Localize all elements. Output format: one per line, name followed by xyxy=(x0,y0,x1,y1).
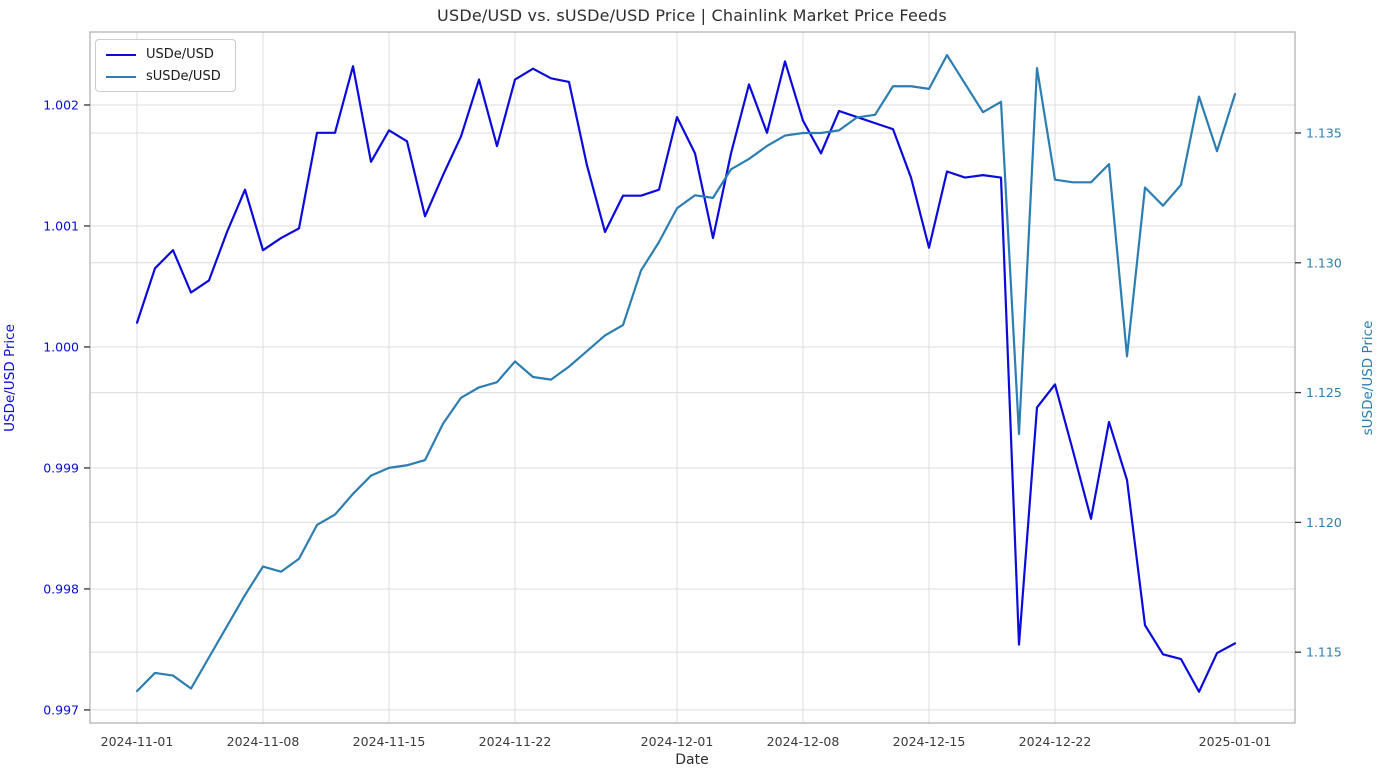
legend-item-susde: sUSDe/USD xyxy=(106,70,221,83)
right-tick-label: 1.115 xyxy=(1306,645,1342,660)
x-tick-label: 2024-12-15 xyxy=(893,734,966,749)
left-tick-label: 0.999 xyxy=(43,460,79,475)
series-line-usde xyxy=(135,60,1237,693)
left-tick-label: 0.998 xyxy=(43,581,79,596)
legend: USDe/USD sUSDe/USD xyxy=(95,39,236,92)
x-tick-label: 2024-11-22 xyxy=(479,734,552,749)
x-tick-label: 2025-01-01 xyxy=(1199,734,1272,749)
x-axis-title: Date xyxy=(675,752,709,768)
x-tick-label: 2024-11-01 xyxy=(101,734,174,749)
right-tick-label: 1.130 xyxy=(1306,255,1342,270)
legend-line-swatch-susde xyxy=(106,75,136,78)
left-tick-label: 0.997 xyxy=(43,702,79,717)
right-tick-label: 1.120 xyxy=(1306,515,1342,530)
x-tick-label: 2024-12-08 xyxy=(767,734,840,749)
x-tick-label: 2024-11-15 xyxy=(353,734,426,749)
legend-label-susde: sUSDe/USD xyxy=(146,69,221,84)
plot-border xyxy=(89,31,1296,724)
right-tick-label: 1.125 xyxy=(1306,385,1342,400)
legend-label-usde: USDe/USD xyxy=(146,47,214,62)
left-tick-label: 1.002 xyxy=(43,97,79,112)
x-tick-label: 2024-12-01 xyxy=(641,734,714,749)
left-tick-label: 1.000 xyxy=(43,339,79,354)
chart-title: USDe/USD vs. sUSDe/USD Price | Chainlink… xyxy=(437,6,947,25)
y-axis-title-left: USDe/USD Price xyxy=(2,324,18,432)
y-axis-title-right: sUSDe/USD Price xyxy=(1360,320,1376,436)
series-line-susde xyxy=(135,53,1237,693)
left-tick-label: 1.001 xyxy=(43,218,79,233)
x-tick-label: 2024-11-08 xyxy=(227,734,300,749)
x-tick-label: 2024-12-22 xyxy=(1019,734,1092,749)
right-tick-label: 1.135 xyxy=(1306,125,1342,140)
legend-item-usde: USDe/USD xyxy=(106,48,221,61)
legend-line-swatch-usde xyxy=(106,53,136,56)
